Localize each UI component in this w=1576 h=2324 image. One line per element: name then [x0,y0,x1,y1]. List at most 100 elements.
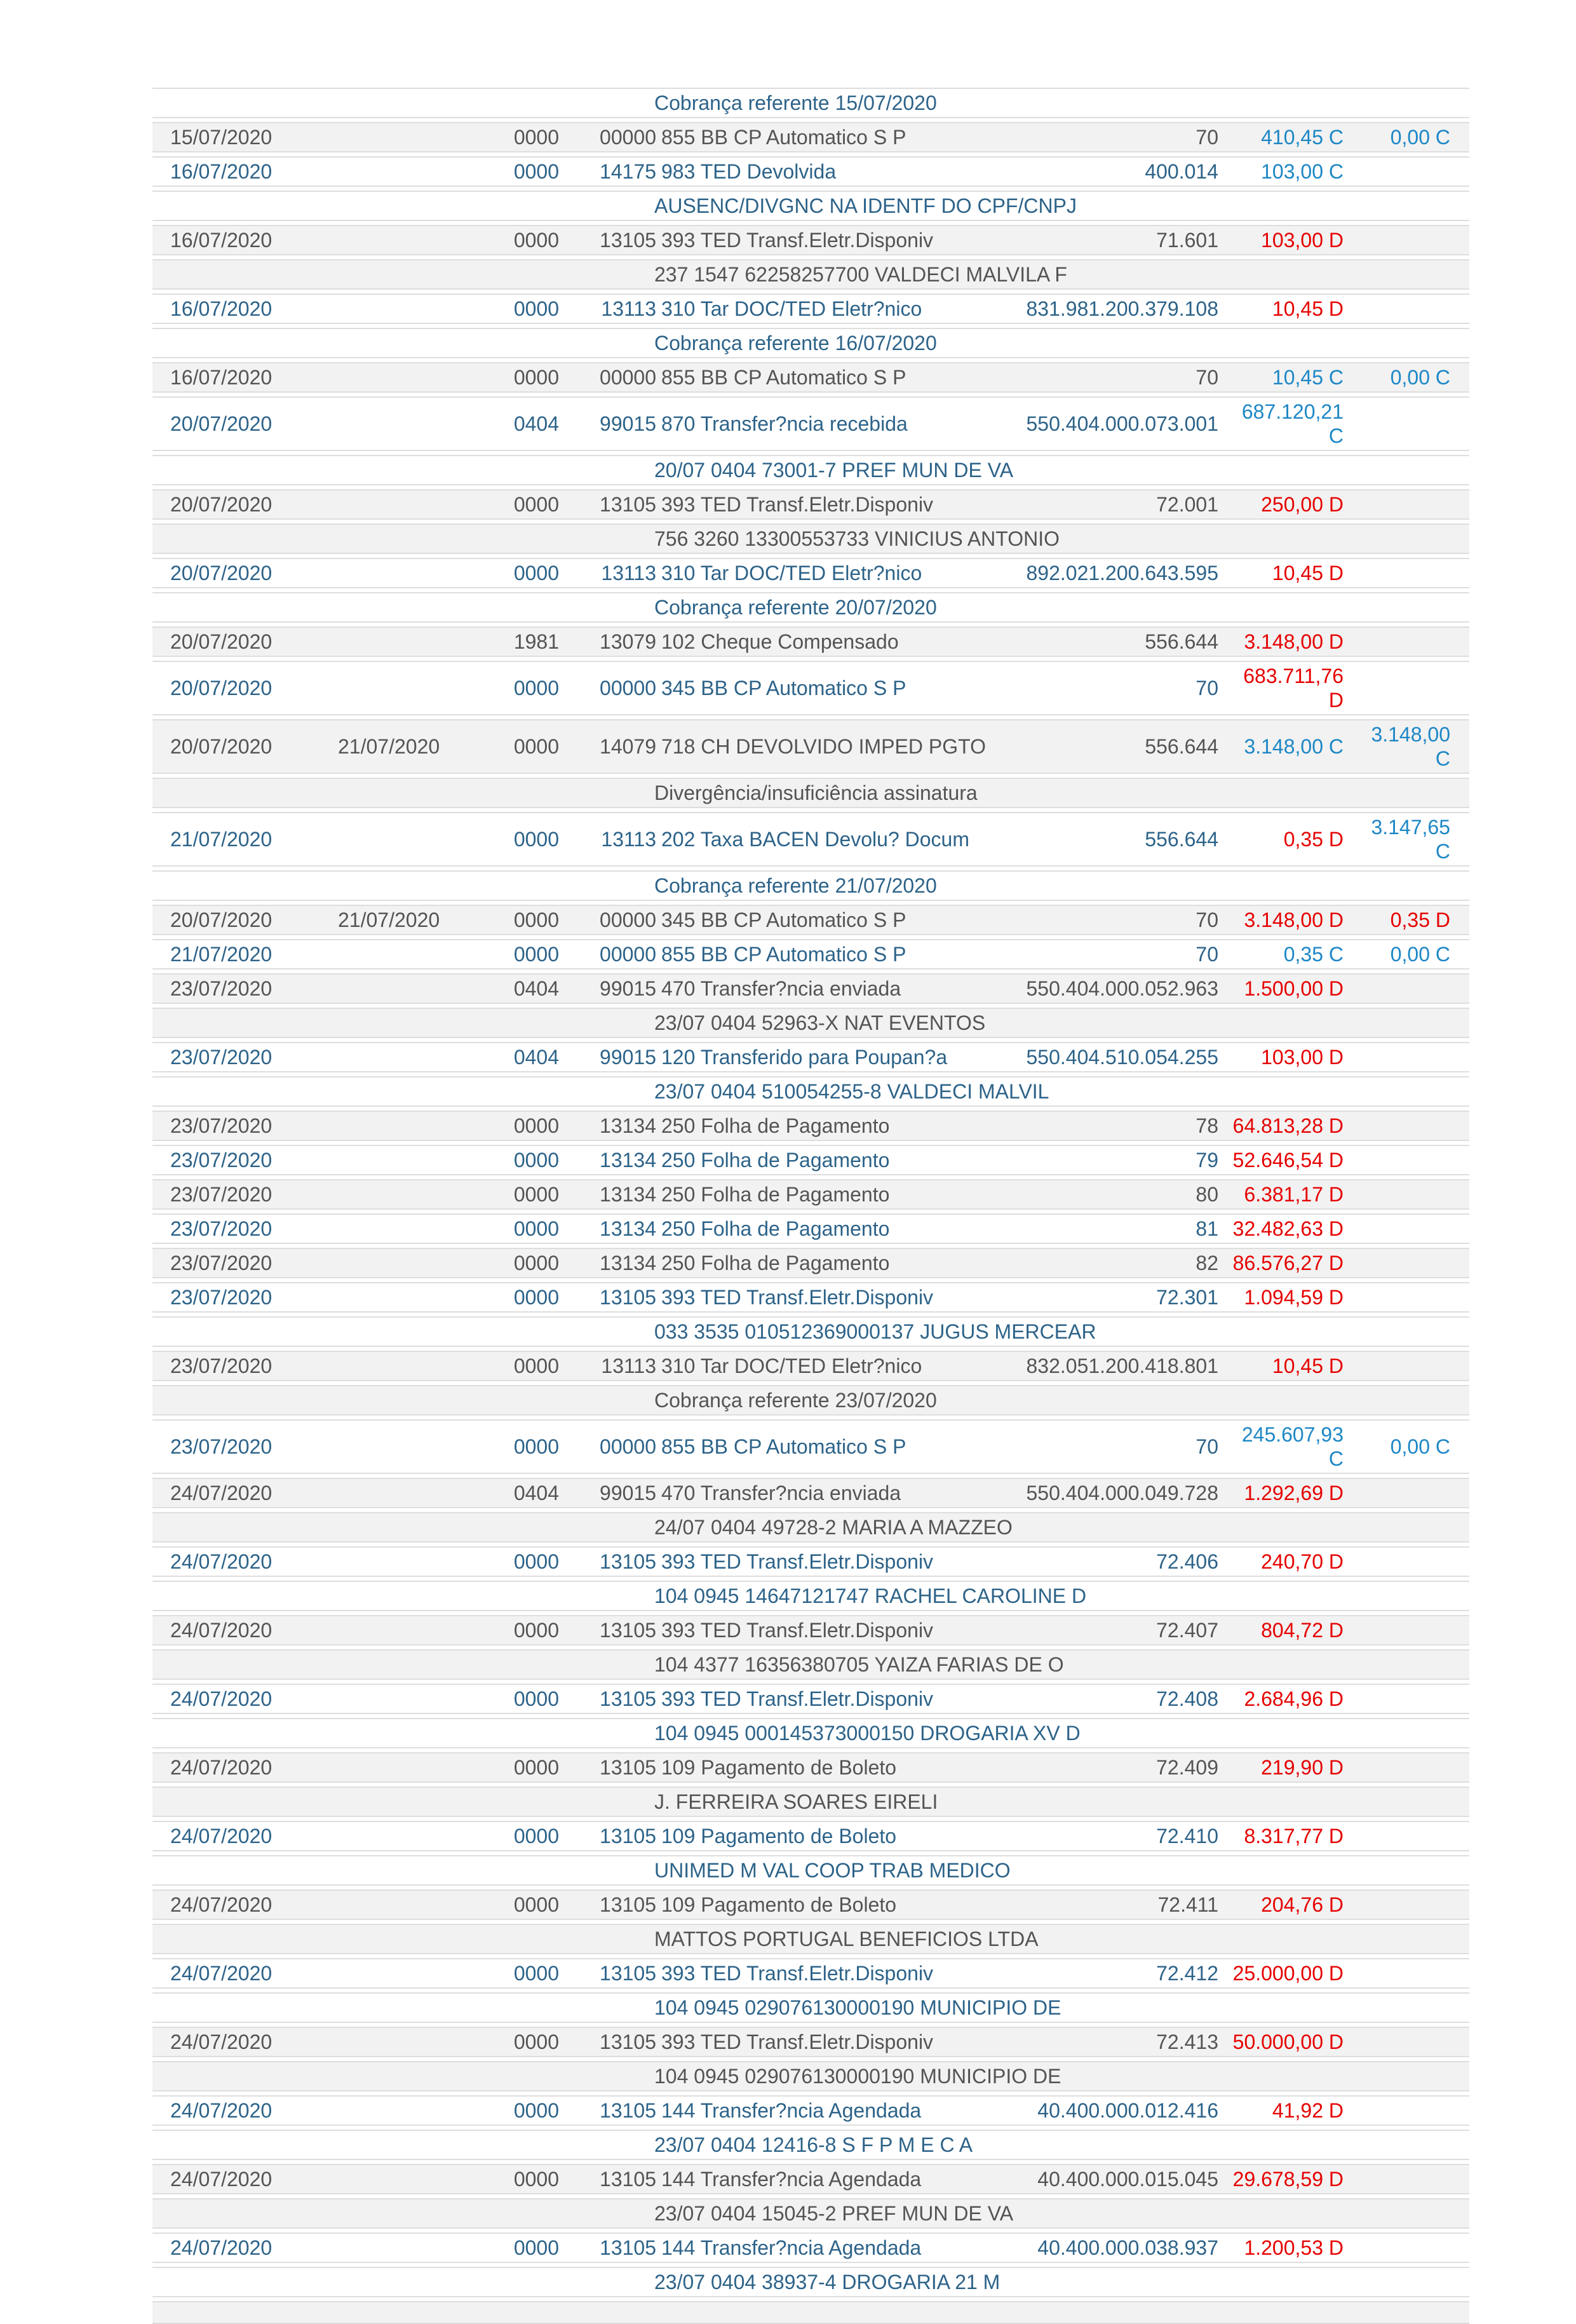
amount-cell: 3.148,00 D [1244,909,1344,931]
description-cell: 345 BB CP Automatico S P [661,677,906,699]
description-cell: 855 BB CP Automatico S P [661,943,906,966]
transaction-row: 24/07/2020 0404 99015 470 Transfer?ncia … [152,1478,1469,1508]
transaction-row: 24/07/2020 0000 13105 109 Pagamento de B… [152,1889,1469,1920]
branch-code-cell: 0404 [513,412,559,435]
branch-code-cell: 0000 [513,229,559,252]
posting-date-cell: 23/07/2020 [170,1114,273,1137]
transaction-row: 20/07/2020 1981 13079 102 Cheque Compens… [152,626,1469,657]
transaction-row: 20/07/2020 21/07/2020 0000 00000 345 BB … [152,905,1469,935]
transaction-row: 16/07/2020 0000 14175 983 TED Devolvida … [152,156,1469,187]
transaction-row: 23/07/2020 0000 13134 250 Folha de Pagam… [152,1111,1469,1141]
cut-off-row [152,2301,1469,2324]
transaction-detail-row: 104 0945 000145373000150 DROGARIA XV D [152,1718,1469,1748]
description-cell: 310 Tar DOC/TED Eletr?nico [661,1355,922,1377]
detail-text: AUSENC/DIVGNC NA IDENTF DO CPF/CNPJ [654,194,1077,217]
document-number-cell: 550.404.510.054.255 [1026,1046,1218,1069]
document-number-cell: 40.400.000.015.045 [1037,2168,1218,2191]
description-cell: 393 TED Transf.Eletr.Disponiv [661,493,934,516]
posting-date-cell: 20/07/2020 [170,630,273,653]
description-cell: 855 BB CP Automatico S P [661,126,906,149]
branch-code-cell: 0000 [513,1962,559,1985]
lot-number-cell: 13105 [600,1756,656,1779]
posting-date-cell: 24/07/2020 [170,2099,273,2122]
effective-date-cell: 21/07/2020 [338,735,440,758]
document-number-cell: 556.644 [1145,828,1218,851]
transaction-row: 24/07/2020 0000 13105 393 TED Transf.Ele… [152,1958,1469,1989]
description-cell: 870 Transfer?ncia recebida [661,412,908,435]
group-header-text: Cobrança referente 16/07/2020 [654,332,937,355]
posting-date-cell: 16/07/2020 [170,160,273,183]
branch-code-cell: 0000 [513,297,559,320]
amount-cell: 3.148,00 D [1244,630,1344,653]
document-number-cell: 832.051.200.418.801 [1026,1355,1218,1377]
transaction-detail-row: MATTOS PORTUGAL BENEFICIOS LTDA [152,1924,1469,1954]
transaction-detail-row: 104 0945 029076130000190 MUNICIPIO DE [152,2061,1469,2091]
transaction-detail-row: 23/07 0404 38937-4 DROGARIA 21 M [152,2267,1469,2297]
transaction-row: 24/07/2020 0000 13105 144 Transfer?ncia … [152,2164,1469,2194]
transaction-row: 23/07/2020 0404 99015 470 Transfer?ncia … [152,973,1469,1004]
amount-cell: 1.200,53 D [1244,2236,1344,2259]
lot-number-cell: 13105 [600,229,656,252]
detail-text: 237 1547 62258257700 VALDECI MALVILA F [654,263,1067,286]
transaction-row: 24/07/2020 0000 13105 393 TED Transf.Ele… [152,1546,1469,1577]
transaction-detail-row: AUSENC/DIVGNC NA IDENTF DO CPF/CNPJ [152,191,1469,221]
document-number-cell: 40.400.000.038.937 [1037,2236,1218,2259]
amount-cell: 86.576,27 D [1232,1252,1344,1274]
detail-text: 033 3535 010512369000137 JUGUS MERCEAR [654,1320,1096,1343]
detail-text: 756 3260 13300553733 VINICIUS ANTONIO [654,527,1060,550]
description-cell: 345 BB CP Automatico S P [661,909,906,931]
amount-cell: 250,00 D [1261,493,1344,516]
document-number-cell: 70 [1195,909,1218,931]
lot-number-cell: 13113 [601,1355,656,1377]
transaction-row: 20/07/2020 21/07/2020 0000 14079 718 CH … [152,719,1469,774]
description-cell: 109 Pagamento de Boleto [661,1893,897,1916]
posting-date-cell: 24/07/2020 [170,2030,273,2053]
amount-cell: 2.684,96 D [1244,1687,1344,1710]
lot-number-cell: 13105 [600,2099,656,2122]
transaction-row: 24/07/2020 0000 13105 144 Transfer?ncia … [152,2233,1469,2263]
transaction-row: 16/07/2020 0000 00000 855 BB CP Automati… [152,362,1469,393]
transaction-row: 23/07/2020 0000 13134 250 Folha de Pagam… [152,1145,1469,1175]
branch-code-cell: 0000 [513,1149,559,1172]
group-header-text: Cobrança referente 20/07/2020 [654,596,937,619]
amount-cell: 10,45 D [1272,1355,1344,1377]
posting-date-cell: 24/07/2020 [170,1687,273,1710]
document-number-cell: 72.413 [1156,2030,1218,2053]
lot-number-cell: 13134 [600,1149,656,1172]
lot-number-cell: 13134 [600,1252,656,1274]
balance-cell: 0,35 D [1390,909,1450,931]
detail-text: UNIMED M VAL COOP TRAB MEDICO [654,1859,1011,1882]
posting-date-cell: 24/07/2020 [170,1825,273,1848]
description-cell: 250 Folha de Pagamento [661,1217,890,1240]
document-number-cell: 71.601 [1156,229,1218,252]
description-cell: 310 Tar DOC/TED Eletr?nico [661,297,922,320]
branch-code-cell: 0000 [513,2099,559,2122]
amount-cell: 410,45 C [1261,126,1344,149]
amount-cell: 8.317,77 D [1244,1825,1344,1848]
description-cell: 102 Cheque Compensado [661,630,899,653]
branch-code-cell: 0000 [513,1893,559,1916]
document-number-cell: 72.408 [1156,1687,1218,1710]
transaction-row: 20/07/2020 0000 13113 310 Tar DOC/TED El… [152,558,1469,588]
posting-date-cell: 16/07/2020 [170,366,273,389]
amount-cell: 240,70 D [1261,1550,1344,1573]
amount-cell: 687.120,21 C [1241,400,1344,447]
amount-cell: 25.000,00 D [1232,1962,1344,1985]
balance-cell: 0,00 C [1390,126,1450,149]
lot-number-cell: 99015 [600,1482,656,1504]
amount-cell: 64.813,28 D [1232,1114,1344,1137]
description-cell: 144 Transfer?ncia Agendada [661,2236,922,2259]
transaction-detail-row: 23/07 0404 12416-8 S F P M E C A [152,2130,1469,2160]
document-number-cell: 72.001 [1156,493,1218,516]
transaction-detail-row: UNIMED M VAL COOP TRAB MEDICO [152,1855,1469,1886]
lot-number-cell: 00000 [600,1435,656,1458]
transaction-detail-row: J. FERREIRA SOARES EIRELI [152,1787,1469,1817]
amount-cell: 204,76 D [1261,1893,1344,1916]
description-cell: 393 TED Transf.Eletr.Disponiv [661,1687,934,1710]
description-cell: 310 Tar DOC/TED Eletr?nico [661,562,922,584]
branch-code-cell: 0000 [513,735,559,758]
transaction-row: 23/07/2020 0000 13105 393 TED Transf.Ele… [152,1282,1469,1313]
lot-number-cell: 00000 [600,126,656,149]
amount-cell: 103,00 D [1261,229,1344,252]
lot-number-cell: 13105 [600,493,656,516]
